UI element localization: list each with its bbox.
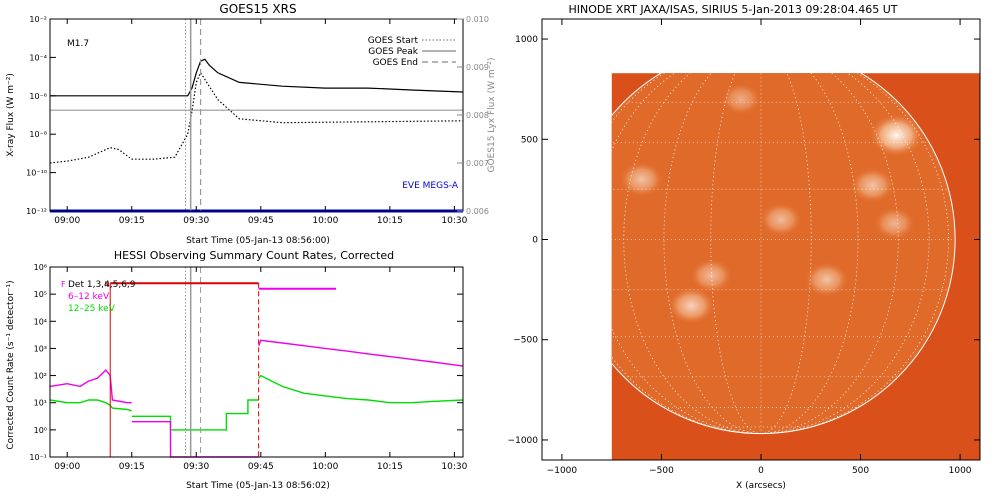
hessi-xtick-label-0: 09:00 <box>54 462 80 472</box>
goes-axes: 09:00 09:15 09:30 09:45 10:00 10:15 10:30 10⁻¹²… <box>26 15 489 226</box>
goes-ytick-label-3: 10⁻⁶ <box>29 92 47 101</box>
hessi-xtick-label-2: 09:30 <box>183 462 209 472</box>
hessi-legend-prefix-0: F <box>61 280 66 289</box>
hinode-image-layer <box>611 73 980 460</box>
hessi-pink-gap <box>131 421 259 458</box>
hessi-ytick-label-2: 10¹ <box>34 399 47 408</box>
goes-legend-label-0: GOES Start <box>368 36 419 46</box>
hessi-ytick-label-3: 10² <box>34 372 47 381</box>
goes-ytick-label-0: 10⁻¹² <box>26 207 47 216</box>
hessi-plot-content: N <box>49 267 464 458</box>
goes-legend-label-2: GOES End <box>373 58 418 68</box>
goes-y2tick-label-4: 0.006 <box>466 207 489 216</box>
goes-y2tick-label-0: 0.010 <box>466 15 489 24</box>
goes-xtick-label-3: 09:45 <box>248 216 274 226</box>
solar-xray-image <box>611 73 980 460</box>
active-region-7 <box>873 206 916 241</box>
hessi-legend-label-2: 12–25 keV <box>68 304 116 314</box>
grid-longitude-line <box>623 73 899 434</box>
hessi-series-1 <box>258 339 464 367</box>
active-region-0 <box>869 113 924 158</box>
hessi-ytick-label-5: 10⁴ <box>34 317 47 326</box>
active-region-3 <box>759 202 803 237</box>
hinode-ytick-label-0: 1000 <box>515 35 538 45</box>
goes-series-1 <box>49 71 464 164</box>
goes-ylabel: X-ray Flux (W m⁻²) <box>6 73 16 157</box>
hinode-xtick-label-2: 0 <box>758 466 764 476</box>
hinode-xtick-label-4: 1000 <box>949 466 972 476</box>
hinode-xtick-label-3: 500 <box>852 466 869 476</box>
hinode-ytick-label-1: 500 <box>521 135 538 145</box>
goes-xtick-label-2: 09:30 <box>183 216 209 226</box>
goes-xtick-label-6: 10:30 <box>441 216 467 226</box>
goes-xtick-label-1: 09:15 <box>119 216 145 226</box>
goes-y2tick-label-1: 0.009 <box>466 63 489 72</box>
hinode-xrt-panel: HINODE XRT JAXA/ISAS, SIRIUS 5-Jan-2013 … <box>508 3 981 491</box>
goes-eve-annotation: EVE MEGS-A <box>402 181 459 191</box>
hessi-series-2 <box>49 399 132 412</box>
goes-xtick-label-4: 10:00 <box>312 216 338 226</box>
active-region-8 <box>720 82 762 116</box>
active-region-1 <box>619 161 664 198</box>
active-region-2 <box>850 167 895 204</box>
hinode-title: HINODE XRT JAXA/ISAS, SIRIUS 5-Jan-2013 … <box>569 3 898 16</box>
hessi-series-0 <box>49 369 132 404</box>
hessi-ytick-label-7: 10⁶ <box>34 263 47 272</box>
hinode-ytick-label-2: 0 <box>532 236 538 246</box>
hessi-xtick-label-3: 09:45 <box>248 462 274 472</box>
solar-limb <box>611 73 956 435</box>
goes-ytick-label-1: 10⁻¹⁰ <box>26 169 47 178</box>
goes-y2label: GOES15 Lyx Flux (W m⁻²) <box>487 58 497 173</box>
hinode-ytick-label-3: −500 <box>513 336 538 346</box>
hessi-ytick-label-6: 10⁵ <box>34 290 47 299</box>
hessi-ylabel: Corrected Count Rate (s⁻¹ detector⁻¹) <box>6 280 16 449</box>
hessi-xtick-label-6: 10:30 <box>441 462 467 472</box>
goes-ytick-label-4: 10⁻⁴ <box>29 53 47 62</box>
hinode-xtick-label-0: −1000 <box>547 466 578 476</box>
grid-longitude-line <box>663 73 859 434</box>
goes-flare-class: M1.7 <box>67 39 89 49</box>
active-region-5 <box>804 261 850 298</box>
hessi-series-3 <box>258 374 464 404</box>
grid-longitude-line <box>611 73 949 434</box>
hessi-xtick-label-1: 09:15 <box>119 462 145 472</box>
goes-xtick-label-0: 09:00 <box>54 216 80 226</box>
goes-ytick-label-2: 10⁻⁸ <box>29 130 47 139</box>
hessi-legend: F Det 1,3,4,5,6,9 6–12 keV 12–25 keV <box>61 280 136 314</box>
hessi-title: HESSI Observing Summary Count Rates, Cor… <box>114 249 394 262</box>
solar-disk <box>611 73 956 434</box>
active-region-6 <box>667 286 716 325</box>
goes-xtick-label-5: 10:15 <box>377 216 403 226</box>
hessi-night-label: N <box>104 280 109 288</box>
goes-series-0 <box>50 58 464 97</box>
hessi-green-gap <box>131 399 259 431</box>
hessi-ytick-label-0: 10⁻¹ <box>29 453 47 462</box>
goes-xlabel: Start Time (05-Jan-13 08:56:00) <box>186 236 330 246</box>
hinode-axes: −1000 −500 0 500 1000 1000 500 0 −500 −1000 <box>508 19 980 476</box>
hessi-panel: HESSI Observing Summary Count Rates, Cor… <box>6 249 468 491</box>
goes-legend-label-1: GOES Peak <box>368 47 418 57</box>
goes-y2tick-label-3: 0.007 <box>466 159 489 168</box>
hinode-xtick-label-1: −500 <box>649 466 674 476</box>
goes-ytick-label-5: 10⁻² <box>29 15 47 24</box>
goes-y2tick-label-2: 0.008 <box>466 111 489 120</box>
hessi-xlabel: Start Time (05-Jan-13 08:56:02) <box>186 481 330 491</box>
hessi-xtick-label-4: 10:00 <box>312 462 338 472</box>
hessi-legend-label-0: Det 1,3,4,5,6,9 <box>68 280 136 290</box>
hessi-xtick-label-5: 10:15 <box>377 462 403 472</box>
goes-xrs-panel: GOES15 XRS 09:00 09:15 09:30 09:45 10:00 10:1… <box>6 2 497 246</box>
goes-title: GOES15 XRS <box>219 2 296 16</box>
hessi-axes: 09:00 09:15 09:30 09:45 10:00 10:15 10:30 10⁻¹ 1… <box>29 263 467 472</box>
hessi-legend-label-1: 6–12 keV <box>68 292 110 302</box>
active-region-4 <box>689 258 733 293</box>
hessi-ytick-label-4: 10³ <box>34 344 47 353</box>
hessi-ytick-label-1: 10⁰ <box>34 426 47 435</box>
hinode-xlabel: X (arcsecs) <box>736 481 786 491</box>
hinode-ytick-label-4: −1000 <box>508 436 539 446</box>
hessi-plot-frame <box>49 266 464 458</box>
